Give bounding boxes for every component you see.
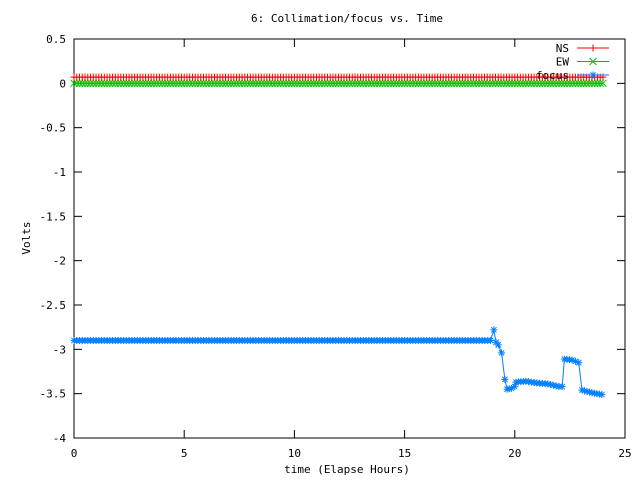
- legend-item-ew: EW: [556, 56, 609, 69]
- series-focus: [70, 326, 606, 399]
- plot-area-frame: [73, 38, 626, 439]
- x-tick-label: 10: [288, 447, 301, 460]
- y-tick-label: 0.5: [46, 33, 66, 46]
- y-axis-label: Volts: [20, 221, 33, 254]
- legend-item-ns: NS: [556, 42, 609, 55]
- legend-label: focus: [536, 69, 569, 82]
- x-tick-label: 5: [181, 447, 188, 460]
- legend-item-focus: focus: [536, 69, 609, 82]
- chart-title: 6: Collimation/focus vs. Time: [251, 12, 443, 25]
- x-tick-label: 0: [71, 447, 78, 460]
- x-axis-ticks: 0 5 10 15 20 25: [71, 39, 632, 460]
- y-tick-label: -3: [53, 343, 66, 356]
- y-tick-label: -4: [53, 432, 67, 445]
- x-tick-label: 25: [618, 447, 631, 460]
- series-markers: [70, 326, 606, 399]
- y-axis-ticks: 0.5 0 -0.5 -1 -1.5 -2 -2.5 -3 -3.5 -4: [40, 33, 625, 445]
- y-tick-label: -1.5: [40, 210, 67, 223]
- series-ns: [70, 73, 607, 81]
- series-markers: [70, 79, 607, 88]
- x-tick-label: 15: [398, 447, 411, 460]
- y-tick-label: -2.5: [40, 299, 67, 312]
- legend-label: NS: [556, 42, 569, 55]
- y-tick-label: -0.5: [40, 122, 67, 135]
- legend-label: EW: [556, 56, 570, 69]
- y-tick-label: -1: [53, 166, 66, 179]
- x-tick-label: 20: [508, 447, 521, 460]
- series-markers: [70, 73, 607, 81]
- series-layer: [70, 73, 607, 399]
- x-axis-label: time (Elapse Hours): [284, 463, 410, 476]
- y-tick-label: 0: [59, 77, 66, 90]
- y-tick-label: -3.5: [40, 388, 67, 401]
- series-ew: [70, 79, 607, 88]
- y-tick-label: -2: [53, 255, 66, 268]
